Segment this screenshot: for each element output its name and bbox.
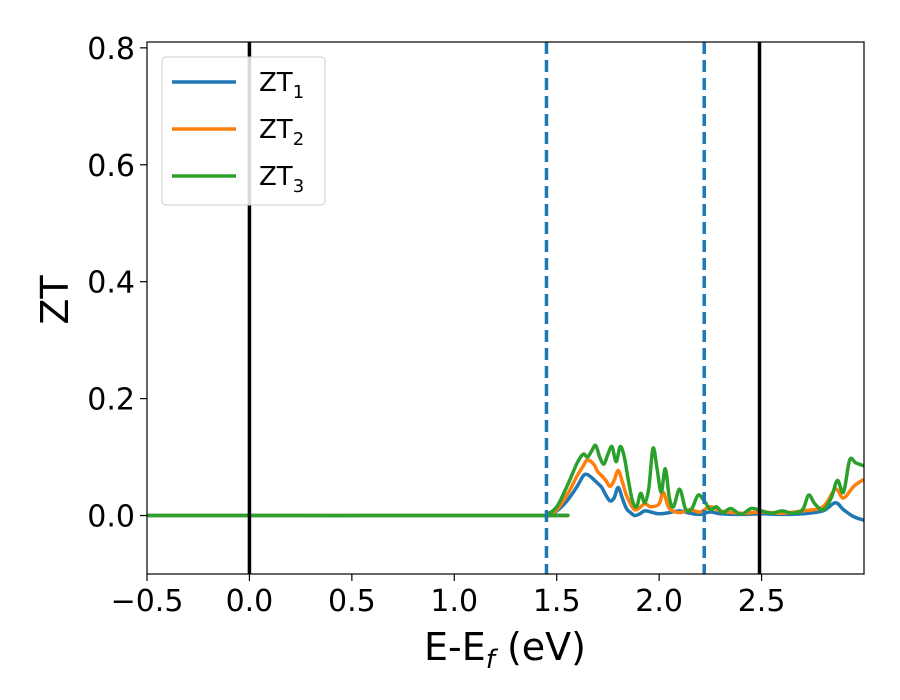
legend-label-zt3: ZT3 [259,162,304,197]
y-axis-ticks: 0.0 0.2 0.4 0.6 0.8 [87,32,147,535]
y-tick-label: 0.0 [87,500,135,535]
x-tick-label: 2.0 [635,584,683,619]
x-tick-label: 1.0 [430,584,478,619]
series-line-zt3 [146,443,865,518]
y-tick-label: 0.2 [87,383,135,418]
series-line-zt2 [146,458,866,518]
x-tick-label: 2.5 [738,584,786,619]
legend: ZT1 ZT2 ZT3 [161,56,326,206]
x-tick-label: −0.5 [111,584,184,619]
y-tick-label: 0.6 [87,149,135,184]
x-axis-title: E-Ef (eV) [424,625,586,675]
x-tick-label: 1.5 [533,584,581,619]
legend-box [161,56,326,206]
plot-lines [146,443,866,522]
plot-frame [146,41,865,575]
y-tick-label: 0.4 [87,266,135,301]
x-tick-label: 0.5 [328,584,376,619]
legend-label-zt2: ZT2 [259,115,304,150]
y-axis-title: ZT [33,275,77,325]
x-axis-ticks: −0.5 0.0 0.5 1.0 1.5 2.0 2.5 [111,574,786,619]
x-tick-label: 0.0 [226,584,274,619]
legend-label-zt1: ZT1 [259,68,304,103]
y-tick-label: 0.8 [87,32,135,67]
